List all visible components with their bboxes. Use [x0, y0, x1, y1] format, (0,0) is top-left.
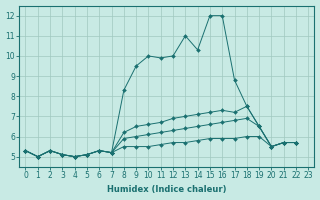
X-axis label: Humidex (Indice chaleur): Humidex (Indice chaleur) [107, 185, 227, 194]
